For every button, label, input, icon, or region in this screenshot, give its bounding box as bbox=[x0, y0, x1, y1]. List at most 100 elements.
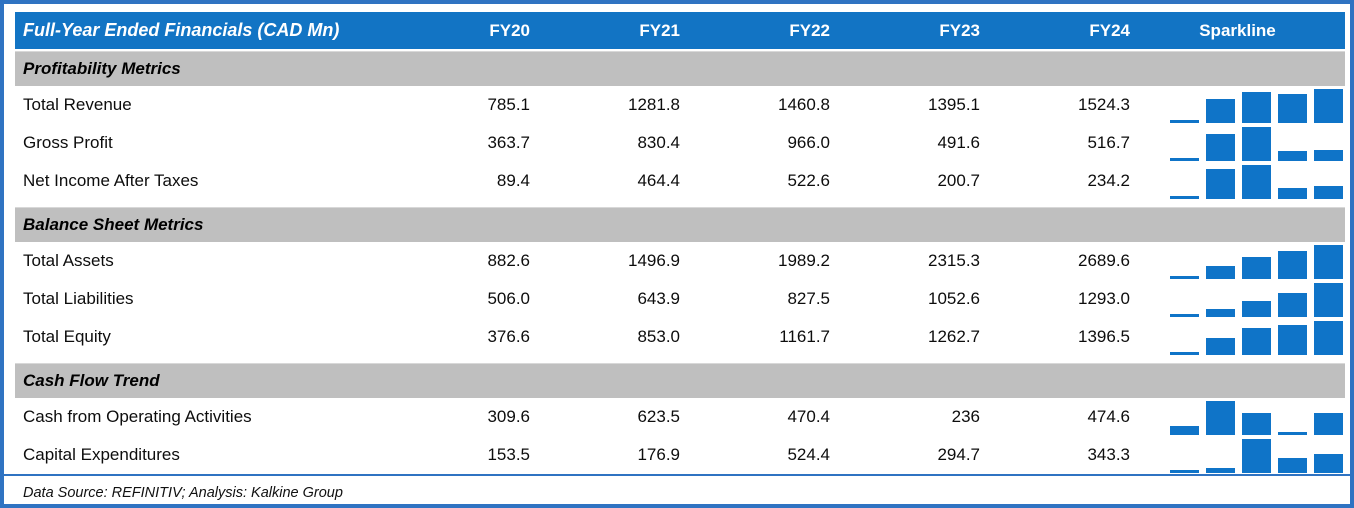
sparkline-bar bbox=[1242, 301, 1271, 317]
column-header-fy24: FY24 bbox=[1089, 20, 1130, 40]
value-cell: 506.0 bbox=[487, 289, 530, 308]
sparkline-bar bbox=[1206, 401, 1235, 435]
value-cell: 491.6 bbox=[937, 133, 980, 152]
value-cell: 524.4 bbox=[787, 445, 830, 464]
sparkline-bar bbox=[1242, 257, 1271, 279]
sparkline bbox=[1130, 242, 1345, 280]
value-cell: 200.7 bbox=[937, 171, 980, 190]
data-source-note: Data Source: REFINITIV; Analysis: Kalkin… bbox=[23, 485, 343, 501]
sparkline-bar bbox=[1242, 165, 1271, 199]
value-cell: 830.4 bbox=[637, 133, 680, 152]
row-label: Gross Profit bbox=[23, 133, 113, 152]
sparkline-bar bbox=[1170, 426, 1199, 435]
value-cell: 474.6 bbox=[1087, 407, 1130, 426]
sparkline-bar bbox=[1314, 89, 1343, 123]
section-header: Cash Flow Trend bbox=[15, 363, 1345, 398]
sparkline-bar bbox=[1314, 245, 1343, 279]
sparkline-bar bbox=[1278, 458, 1307, 473]
table-row: Total Assets 882.6 1496.9 1989.2 2315.3 2689… bbox=[15, 242, 1345, 280]
row-label: Total Revenue bbox=[23, 95, 132, 114]
value-cell: 234.2 bbox=[1087, 171, 1130, 190]
table-title: Full-Year Ended Financials (CAD Mn) bbox=[23, 20, 340, 40]
sparkline-bar bbox=[1170, 158, 1199, 161]
value-cell: 309.6 bbox=[487, 407, 530, 426]
value-cell: 827.5 bbox=[787, 289, 830, 308]
value-cell: 1052.6 bbox=[928, 289, 980, 308]
row-label: Cash from Operating Activities bbox=[23, 407, 252, 426]
section-header: Profitability Metrics bbox=[15, 51, 1345, 86]
sparkline-bar bbox=[1314, 283, 1343, 317]
table-body: Profitability Metrics Total Revenue 785.… bbox=[15, 51, 1345, 474]
value-cell: 1395.1 bbox=[928, 95, 980, 114]
sparkline-bar bbox=[1314, 185, 1343, 199]
sparkline-bar bbox=[1314, 412, 1343, 435]
sparkline bbox=[1130, 436, 1345, 474]
section-label: Profitability Metrics bbox=[23, 59, 181, 78]
sparkline-bar bbox=[1170, 314, 1199, 317]
sparkline bbox=[1130, 318, 1345, 356]
value-cell: 2689.6 bbox=[1078, 251, 1130, 270]
value-cell: 623.5 bbox=[637, 407, 680, 426]
table-row: Capital Expenditures 153.5 176.9 524.4 294.… bbox=[15, 436, 1345, 474]
row-label: Net Income After Taxes bbox=[23, 171, 199, 190]
sparkline bbox=[1130, 86, 1345, 124]
section-header: Balance Sheet Metrics bbox=[15, 207, 1345, 242]
table-row: Total Liabilities 506.0 643.9 827.5 1052.6 1… bbox=[15, 280, 1345, 318]
sparkline-bar bbox=[1170, 120, 1199, 123]
sparkline bbox=[1130, 280, 1345, 318]
table-row: Net Income After Taxes 89.4 464.4 522.6 200… bbox=[15, 162, 1345, 200]
sparkline-bar bbox=[1242, 439, 1271, 473]
value-cell: 89.4 bbox=[496, 171, 530, 190]
sparkline bbox=[1130, 162, 1345, 200]
value-cell: 2315.3 bbox=[928, 251, 980, 270]
value-cell: 176.9 bbox=[637, 445, 680, 464]
sparkline-bar bbox=[1206, 134, 1235, 161]
value-cell: 470.4 bbox=[787, 407, 830, 426]
table-row: Total Equity 376.6 853.0 1161.7 1262.7 1396.… bbox=[15, 318, 1345, 356]
value-cell: 236 bbox=[951, 407, 980, 426]
value-cell: 1396.5 bbox=[1078, 327, 1130, 346]
sparkline-bar bbox=[1170, 196, 1199, 199]
sparkline bbox=[1130, 398, 1345, 436]
value-cell: 1496.9 bbox=[628, 251, 680, 270]
sparkline-bar bbox=[1242, 127, 1271, 161]
value-cell: 882.6 bbox=[487, 251, 530, 270]
sparkline-bar bbox=[1206, 468, 1235, 473]
sparkline-bar bbox=[1242, 91, 1271, 123]
sparkline-bar bbox=[1206, 99, 1235, 123]
sparkline-bar bbox=[1278, 432, 1307, 435]
value-cell: 522.6 bbox=[787, 171, 830, 190]
sparkline-bar bbox=[1170, 352, 1199, 355]
bottom-divider bbox=[4, 474, 1350, 476]
value-cell: 1293.0 bbox=[1078, 289, 1130, 308]
section-label: Cash Flow Trend bbox=[23, 371, 160, 390]
sparkline-bar bbox=[1206, 169, 1235, 199]
column-header-sparkline: Sparkline bbox=[1199, 20, 1276, 40]
row-label: Total Assets bbox=[23, 251, 114, 270]
column-header-fy23: FY23 bbox=[939, 20, 980, 40]
value-cell: 1161.7 bbox=[779, 327, 830, 346]
sparkline-bar bbox=[1206, 337, 1235, 355]
value-cell: 643.9 bbox=[637, 289, 680, 308]
value-cell: 1262.7 bbox=[928, 327, 980, 346]
sparkline-bar bbox=[1206, 265, 1235, 279]
row-label: Total Liabilities bbox=[23, 289, 134, 308]
table-row: Gross Profit 363.7 830.4 966.0 491.6 516.7 bbox=[15, 124, 1345, 162]
value-cell: 1281.8 bbox=[628, 95, 680, 114]
sparkline bbox=[1130, 124, 1345, 162]
column-header-fy22: FY22 bbox=[789, 20, 830, 40]
sparkline-bar bbox=[1278, 292, 1307, 317]
sparkline-bar bbox=[1314, 454, 1343, 473]
sparkline-bar bbox=[1242, 328, 1271, 355]
sparkline-bar bbox=[1314, 321, 1343, 355]
sparkline-bar bbox=[1278, 151, 1307, 161]
table-row: Total Revenue 785.1 1281.8 1460.8 1395.1 152… bbox=[15, 86, 1345, 124]
sparkline-bar bbox=[1314, 150, 1343, 161]
value-cell: 294.7 bbox=[937, 445, 980, 464]
value-cell: 153.5 bbox=[487, 445, 530, 464]
row-label: Total Equity bbox=[23, 327, 111, 346]
value-cell: 376.6 bbox=[487, 327, 530, 346]
value-cell: 343.3 bbox=[1087, 445, 1130, 464]
value-cell: 363.7 bbox=[487, 133, 530, 152]
